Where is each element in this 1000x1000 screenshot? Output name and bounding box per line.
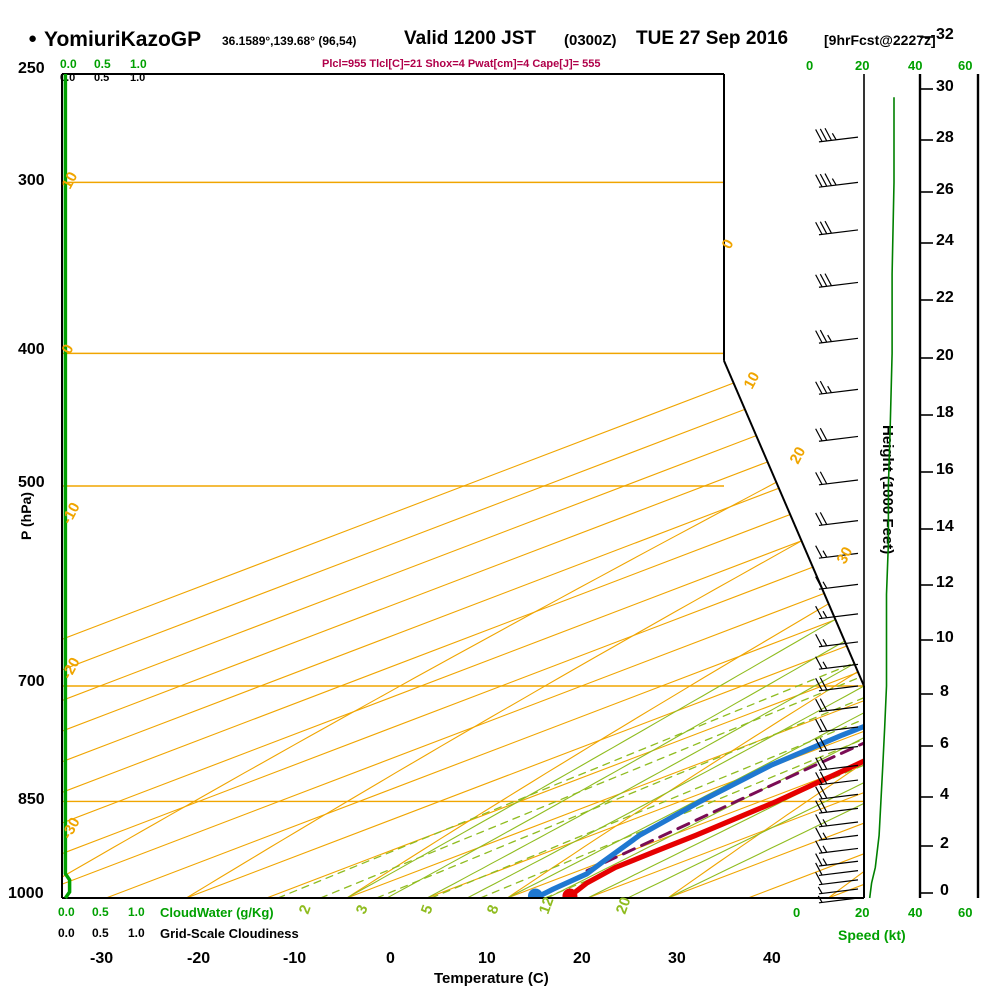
height-tick-14: 14 (936, 518, 954, 535)
station-bullet-icon: ● (28, 30, 38, 47)
pressure-tick-300: 300 (18, 172, 45, 189)
top-speed-tick-60: 60 (958, 58, 973, 73)
height-tick-24: 24 (936, 232, 954, 249)
valid-date: TUE 27 Sep 2016 (636, 28, 789, 49)
height-tick-20: 20 (936, 347, 954, 364)
height-tick-2: 2 (940, 835, 949, 852)
wind-speed-profile (868, 97, 895, 899)
sounding-parameters: Plcl=955 Tlcl[C]=21 Shox=4 Pwat[cm]=4 Ca… (322, 58, 601, 70)
height-tick-26: 26 (936, 181, 954, 198)
bottom-speed-tick-40: 40 (908, 905, 923, 920)
top-cloudwater-tick-1: 0.5 (94, 57, 111, 71)
bottom-cloudiness-tick-2: 1.0 (128, 926, 145, 940)
height-tick-16: 16 (936, 461, 954, 478)
height-tick-0: 0 (940, 882, 949, 899)
temperature-tick--20: -20 (187, 950, 211, 967)
mixing-ratio-label-8: 8 (484, 903, 503, 917)
isotherm-label-right-20: 20 (787, 444, 810, 467)
forecast-tag: [9hrFcst@2227z] (824, 32, 936, 48)
temperature-axis-label: Temperature (C) (434, 970, 549, 987)
station-name: YomiuriKazoGP (44, 28, 202, 51)
top-speed-tick-20: 20 (855, 58, 870, 73)
temperature-tick--10: -10 (283, 950, 307, 967)
bottom-speed-tick-20: 20 (855, 905, 870, 920)
mixing-ratio-label-20: 20 (613, 895, 635, 916)
pressure-tick-250: 250 (18, 60, 45, 77)
height-tick-32: 32 (936, 26, 954, 43)
height-tick-30: 30 (936, 78, 954, 95)
top-speed-tick-0: 0 (806, 58, 814, 73)
surface-temperature (562, 888, 578, 898)
temperature-tick-30: 30 (668, 950, 686, 967)
speed-axis-label: Speed (kt) (838, 927, 906, 943)
top-cloudwater-tick-0: 0.0 (60, 57, 77, 71)
pressure-tick-850: 850 (18, 791, 45, 808)
isotherm-label-right-0: 0 (719, 237, 738, 252)
pressure-tick-500: 500 (18, 474, 45, 491)
temperature-tick--30: -30 (90, 950, 114, 967)
top-speed-tick-40: 40 (908, 58, 923, 73)
height-tick-12: 12 (936, 574, 954, 591)
bottom-cloudiness-tick-0: 0.0 (58, 926, 75, 940)
bottom-cloudwater-tick-2: 1.0 (128, 905, 145, 919)
bottom-speed-tick-0: 0 (793, 905, 801, 920)
bottom-cloudiness-tick-1: 0.5 (92, 926, 109, 940)
height-tick-10: 10 (936, 629, 954, 646)
temperature-tick-20: 20 (573, 950, 591, 967)
wind-barb-column (815, 127, 859, 904)
top-cloudwater-tick-2: 1.0 (130, 57, 147, 71)
pressure-tick-400: 400 (18, 341, 45, 358)
bottom-cloudwater-tick-1: 0.5 (92, 905, 109, 919)
height-tick-6: 6 (940, 735, 949, 752)
cloudwater-axis-label: CloudWater (g/Kg) (160, 905, 274, 920)
height-tick-18: 18 (936, 404, 954, 421)
height-tick-8: 8 (940, 683, 949, 700)
station-coordinates: 36.1589°,139.68° (96,54) (222, 34, 357, 48)
isotherm-label-right-10: 10 (741, 369, 764, 392)
bottom-cloudwater-tick-0: 0.0 (58, 905, 75, 919)
cloudiness-axis-label: Grid-Scale Cloudiness (160, 926, 299, 941)
bottom-speed-tick-60: 60 (958, 905, 973, 920)
temperature-tick-0: 0 (386, 950, 395, 967)
height-tick-4: 4 (940, 786, 949, 803)
height-tick-28: 28 (936, 129, 954, 146)
pressure-tick-1000: 1000 (8, 885, 44, 902)
mixing-ratio-label-12: 12 (536, 895, 558, 916)
height-tick-22: 22 (936, 289, 954, 306)
temperature-tick-10: 10 (478, 950, 496, 967)
isotherm-label-right-30: 30 (834, 544, 857, 567)
cloudwater-profile (63, 74, 72, 900)
valid-time-zulu: (0300Z) (564, 32, 617, 49)
pressure-tick-700: 700 (18, 673, 45, 690)
mixing-ratio-label-5: 5 (418, 903, 437, 917)
temperature-tick-40: 40 (763, 950, 781, 967)
valid-time: Valid 1200 JST (404, 28, 537, 49)
surface-dewpoint (527, 888, 543, 898)
isotherm-label-left-10: 10 (59, 169, 82, 192)
mixing-ratio-label-2: 2 (296, 903, 315, 917)
mixing-ratio-label-3: 3 (353, 903, 372, 917)
